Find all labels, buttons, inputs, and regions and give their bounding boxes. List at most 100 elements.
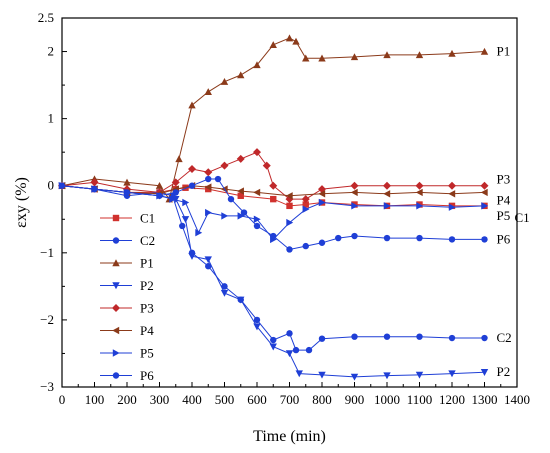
- data-point-p6: [351, 232, 358, 240]
- end-label-c1: C1: [515, 210, 530, 225]
- data-point-p4: [237, 187, 244, 195]
- data-point-c2: [205, 263, 212, 270]
- data-point-p3: [204, 168, 213, 177]
- data-point-p3: [90, 178, 99, 187]
- data-point-p6: [416, 234, 423, 242]
- legend-marker-p6: [112, 372, 120, 379]
- data-point-p3: [301, 195, 310, 204]
- x-axis: 0 100 200 300 400 500 600 700 800 900 1000 1100 1200…: [59, 382, 530, 407]
- legend-marker-p1: [112, 259, 120, 267]
- x-tick-label: 600: [247, 392, 267, 407]
- data-point-p1: [175, 155, 183, 163]
- data-point-p1: [285, 34, 294, 42]
- data-point-p3: [350, 181, 359, 190]
- data-point-p5: [237, 212, 245, 220]
- end-label-p4: P4: [497, 192, 511, 207]
- series-layer: [58, 34, 489, 381]
- data-point-c2: [448, 334, 456, 342]
- legend-label-p2: P2: [140, 278, 154, 293]
- data-point-p4: [350, 188, 358, 197]
- legend-item-c1: C1: [100, 211, 155, 226]
- data-point-p6: [156, 192, 163, 199]
- legend-item-p6: P6: [100, 368, 154, 383]
- data-point-c1: [237, 192, 244, 199]
- data-point-p3: [480, 181, 489, 190]
- data-point-p6: [253, 222, 261, 230]
- data-point-p5: [286, 218, 294, 227]
- y-tick-label: −3: [40, 379, 54, 394]
- data-point-p1: [123, 178, 131, 186]
- data-point-p2: [415, 371, 424, 379]
- data-point-p6: [205, 175, 212, 183]
- x-tick-label: 1100: [407, 392, 433, 407]
- y-tick-label: 2.5: [38, 10, 54, 25]
- data-point-p1: [220, 78, 229, 85]
- data-point-p4: [383, 190, 391, 198]
- data-point-p2: [269, 343, 277, 351]
- data-point-p1: [415, 51, 424, 59]
- data-point-p1: [253, 61, 261, 69]
- data-point-p5: [448, 203, 456, 211]
- x-tick-label: 1200: [439, 392, 465, 407]
- series-p1: [58, 34, 489, 203]
- data-point-p6: [270, 232, 277, 240]
- data-point-p6: [227, 195, 235, 203]
- legend-marker-p4: [112, 326, 120, 335]
- x-axis-title: Time (min): [253, 428, 326, 445]
- data-point-p3: [253, 148, 261, 157]
- data-point-p2: [480, 369, 489, 376]
- data-point-c2: [416, 333, 423, 340]
- data-point-p1: [302, 54, 310, 62]
- legend-label-c1: C1: [140, 211, 155, 226]
- data-point-p2: [181, 216, 190, 223]
- data-point-p4: [415, 188, 423, 197]
- data-point-p2: [295, 370, 303, 378]
- x-tick-label: 200: [117, 392, 137, 407]
- legend-marker-p3: [112, 304, 120, 312]
- x-tick-label: 900: [345, 392, 365, 407]
- series-line-c2: [61, 185, 485, 351]
- data-point-p3: [220, 161, 229, 170]
- end-label-p1: P1: [497, 44, 511, 59]
- data-point-c2: [270, 336, 277, 344]
- data-point-p6: [383, 234, 391, 242]
- data-point-p3: [269, 181, 278, 190]
- end-labels: P1 P3 P4 C1 P5 P6 C2 P2: [497, 44, 530, 380]
- x-tick-label: 400: [182, 392, 202, 407]
- data-point-p4: [318, 190, 326, 198]
- data-point-p3: [448, 181, 456, 190]
- data-point-p2: [350, 373, 359, 381]
- legend-item-p2: P2: [100, 278, 154, 293]
- data-point-p5: [481, 202, 489, 210]
- data-point-p6: [318, 239, 326, 246]
- data-point-c2: [383, 333, 391, 340]
- x-tick-label: 300: [150, 392, 170, 407]
- x-tick-label: 800: [312, 392, 332, 407]
- y-tick-label: 0: [48, 178, 55, 193]
- data-point-p6: [58, 182, 66, 189]
- x-tick-label: 1000: [374, 392, 400, 407]
- data-point-p6: [172, 189, 179, 196]
- data-point-p3: [171, 178, 180, 187]
- data-point-p3: [415, 181, 424, 190]
- data-point-c2: [318, 335, 326, 342]
- data-point-p6: [448, 236, 456, 243]
- data-point-p5: [205, 208, 212, 217]
- data-point-p6: [481, 236, 488, 243]
- data-point-p2: [237, 296, 245, 304]
- data-point-p6: [91, 185, 98, 193]
- data-point-p1: [383, 51, 391, 59]
- x-tick-label: 1400: [504, 392, 530, 407]
- data-point-p5: [195, 228, 203, 237]
- data-point-p3: [188, 164, 196, 173]
- data-point-p6: [302, 242, 309, 250]
- x-tick-label: 0: [59, 392, 66, 407]
- y-tick-label: −1: [40, 245, 54, 260]
- data-point-p3: [262, 161, 271, 170]
- data-point-p2: [448, 370, 456, 378]
- data-point-c2: [286, 330, 293, 337]
- series-c2: [58, 182, 488, 354]
- legend-item-c2: C2: [100, 233, 155, 248]
- data-point-p6: [335, 234, 342, 242]
- data-point-p5: [253, 215, 261, 223]
